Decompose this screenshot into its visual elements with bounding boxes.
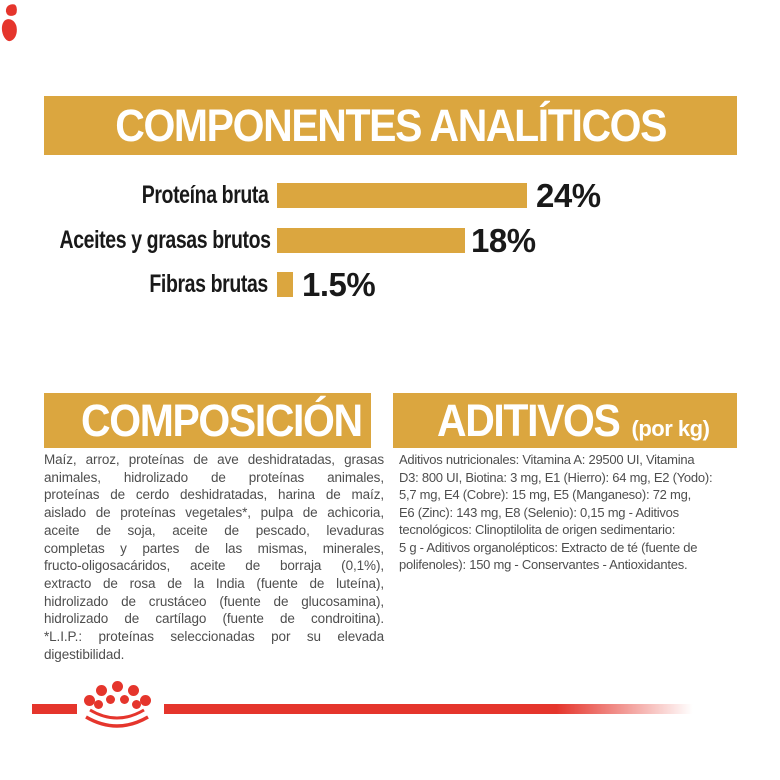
composition-title: COMPOSICIÓN (81, 395, 363, 446)
chart-bar-label: Proteína bruta (141, 181, 268, 209)
text-line: polifenoles): 150 mg - Conservantes - An… (399, 557, 688, 572)
chart-bar (277, 228, 465, 253)
crown-base-arcs (85, 708, 149, 728)
text-line: aceite de soja, aceite de pescado, levad… (44, 522, 384, 538)
composition-header-band: COMPOSICIÓN (44, 393, 371, 448)
text-line: D3: 800 UI, Biotina: 3 mg, E1 (Hierro): … (399, 469, 713, 485)
text-line: E6 (Zinc): 143 mg, E8 (Selenio): 0,15 mg… (399, 504, 679, 520)
text-line: digestibilidad. (44, 646, 125, 662)
additives-text: Aditivos nutricionales: Vitamina A: 2950… (399, 451, 741, 574)
chart-bar (277, 272, 293, 297)
text-line: tecnológicos: Clinoptilolita de origen s… (399, 522, 676, 537)
text-line: hidrolizado de crustáceo (fuente de gluc… (44, 593, 384, 609)
chart-bar-value: 24% (536, 177, 601, 214)
additives-header-band: ADITIVOS (por kg) (393, 393, 737, 448)
composition-text: Maíz, arroz, proteínas de ave deshidrata… (44, 451, 384, 663)
additives-title: ADITIVOS (437, 395, 621, 446)
crown-jewel-dot (83, 694, 95, 706)
crown-jewel-dot (119, 694, 129, 704)
analytics-title: COMPONENTES ANALÍTICOS (115, 100, 667, 151)
text-line: hidrolizado de cartílago (fuente de cond… (44, 611, 384, 627)
text-line: 5,7 mg, E4 (Cobre): 15 mg, E5 (Manganeso… (399, 487, 691, 502)
crown-jewel-dot (95, 684, 107, 696)
text-line: Maíz, arroz, proteínas de ave deshidrata… (44, 452, 384, 467)
crown-jewel-dot (131, 699, 141, 709)
logo-fragment-icon (4, 2, 19, 18)
text-line: aislado de proteínas vegetales*, pulpa d… (44, 505, 384, 521)
text-line: *L.I.P.: proteínas seleccionadas por su … (44, 629, 384, 645)
crown-jewel-dot (139, 694, 151, 706)
logo-fragment-icon (0, 17, 19, 43)
analytics-header-band: COMPONENTES ANALÍTICOS (44, 96, 737, 155)
logo-right-bar (164, 704, 709, 714)
chart-bar-label: Fibras brutas (149, 270, 269, 298)
chart-bar (277, 183, 528, 208)
crown-jewel-dot (127, 684, 139, 696)
additives-subtitle: (por kg) (631, 416, 710, 441)
crown-jewel-dot (105, 694, 115, 704)
chart-bar-value: 1.5% (302, 266, 376, 303)
text-line: proteínas de cerdo deshidratadas, harina… (44, 487, 384, 503)
chart-bar-label: Aceites y grasas brutos (59, 226, 271, 254)
text-line: completas y partes de las mismas, minera… (44, 540, 384, 556)
text-line: extracto de rosa de la India (fuente de … (44, 575, 384, 591)
text-line: fructo-oligosacáridos, aceite de borraja… (44, 558, 384, 574)
text-line: animales, hidrolizado de proteínas anima… (44, 469, 384, 485)
text-line: 5 g - Aditivos organolépticos: Extracto … (399, 539, 698, 555)
crown-jewel-dot (93, 699, 103, 709)
chart-bar-value: 18% (471, 222, 536, 259)
crown-jewel-dot (111, 680, 123, 692)
text-line: Aditivos nutricionales: Vitamina A: 2950… (399, 452, 695, 467)
logo-left-bar (32, 704, 77, 714)
